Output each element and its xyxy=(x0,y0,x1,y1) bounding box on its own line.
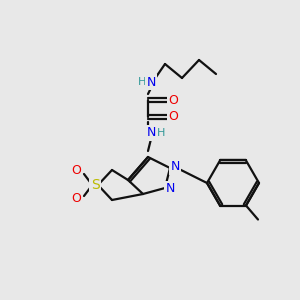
Text: O: O xyxy=(71,164,81,178)
Text: O: O xyxy=(168,110,178,124)
Text: N: N xyxy=(146,76,156,88)
Text: N: N xyxy=(146,127,156,140)
Text: H: H xyxy=(138,77,146,87)
Text: O: O xyxy=(168,94,178,106)
Text: H: H xyxy=(157,128,165,138)
Text: S: S xyxy=(91,178,99,192)
Text: N: N xyxy=(170,160,180,173)
Text: O: O xyxy=(71,193,81,206)
Text: N: N xyxy=(165,182,175,196)
